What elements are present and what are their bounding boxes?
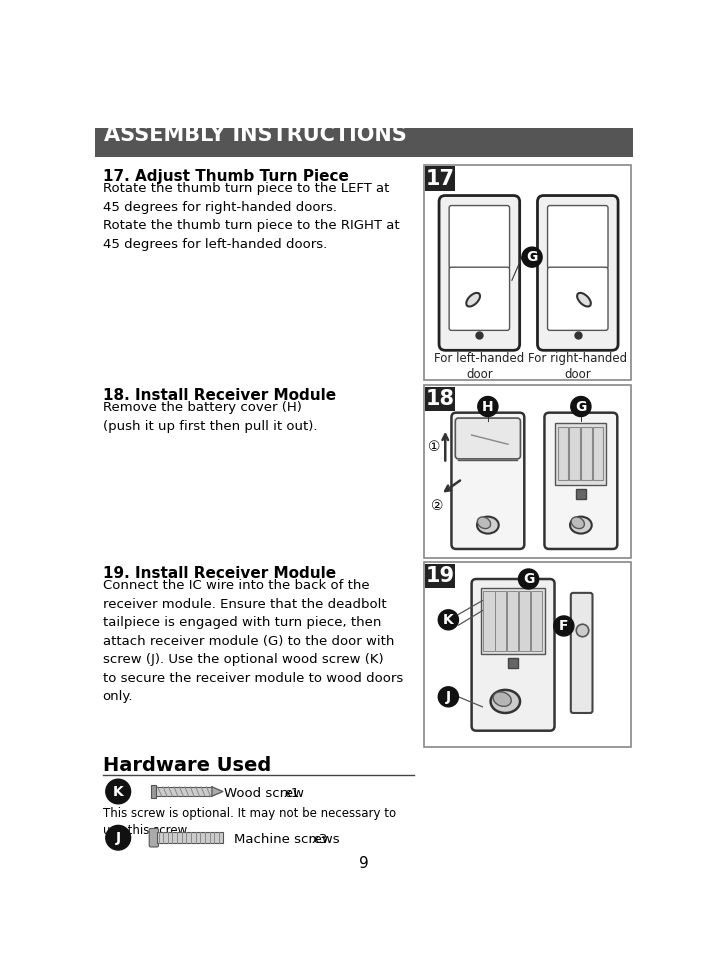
Text: Machine screws: Machine screws [234, 833, 339, 846]
Ellipse shape [570, 517, 591, 533]
Text: Wood screw: Wood screw [224, 787, 304, 800]
Text: G: G [575, 400, 586, 413]
Bar [156, 787, 212, 797]
Bar [507, 591, 518, 650]
Bar [531, 591, 542, 650]
FancyBboxPatch shape [449, 267, 510, 331]
Bar [157, 833, 223, 843]
Text: H: H [482, 400, 493, 413]
Text: 18: 18 [425, 389, 454, 409]
Bar [424, 562, 631, 747]
Ellipse shape [466, 292, 480, 306]
Text: J: J [446, 689, 451, 704]
FancyBboxPatch shape [439, 196, 520, 350]
Bar [424, 165, 631, 380]
Text: Connect the IC wire into the back of the
receiver module. Ensure that the deadbo: Connect the IC wire into the back of the… [103, 579, 403, 703]
Bar [593, 426, 604, 481]
Bar [495, 591, 506, 650]
Circle shape [478, 397, 498, 416]
Text: 19: 19 [425, 566, 454, 586]
Text: This screw is optional. It may not be necessary to
use this screw.: This screw is optional. It may not be ne… [103, 807, 396, 838]
FancyBboxPatch shape [571, 593, 593, 713]
Bar [425, 386, 454, 411]
Text: G: G [523, 572, 534, 586]
Text: K: K [113, 785, 124, 799]
Circle shape [522, 247, 542, 267]
Text: For left-handed
door: For left-handed door [435, 352, 525, 381]
Bar [557, 426, 569, 481]
FancyBboxPatch shape [471, 579, 555, 730]
Text: F: F [559, 619, 569, 633]
Text: ASSEMBLY INSTRUCTIONS: ASSEMBLY INSTRUCTIONS [104, 126, 407, 145]
Text: Rotate the thumb turn piece to the LEFT at
45 degrees for right-handed doors.
Ro: Rotate the thumb turn piece to the LEFT … [103, 182, 399, 251]
Text: G: G [526, 251, 537, 264]
Ellipse shape [493, 692, 511, 706]
FancyBboxPatch shape [545, 412, 617, 549]
Text: ①: ① [428, 440, 441, 453]
Ellipse shape [477, 517, 491, 528]
Bar [425, 167, 454, 191]
FancyBboxPatch shape [547, 206, 608, 269]
Ellipse shape [571, 517, 584, 528]
Text: 18. Install Receiver Module: 18. Install Receiver Module [103, 388, 336, 403]
Bar [151, 785, 156, 798]
Text: Hardware Used: Hardware Used [103, 756, 271, 775]
Polygon shape [212, 787, 223, 797]
Bar [425, 564, 454, 588]
Ellipse shape [577, 292, 591, 306]
Text: 17: 17 [425, 169, 454, 188]
Circle shape [438, 609, 459, 630]
Text: For right-handed
door: For right-handed door [528, 352, 628, 381]
Bar [424, 385, 631, 559]
FancyBboxPatch shape [449, 206, 510, 269]
Text: Remove the battery cover (H)
(push it up first then pull it out).: Remove the battery cover (H) (push it up… [103, 401, 317, 433]
Bar [569, 426, 580, 481]
Text: 17. Adjust Thumb Turn Piece: 17. Adjust Thumb Turn Piece [103, 170, 349, 184]
FancyBboxPatch shape [149, 829, 158, 847]
Bar [555, 423, 606, 485]
Circle shape [571, 397, 591, 416]
Bar [95, 128, 633, 157]
Text: 19. Install Receiver Module: 19. Install Receiver Module [103, 566, 336, 581]
Text: ②: ② [431, 499, 444, 513]
FancyBboxPatch shape [547, 267, 608, 331]
Text: K: K [443, 613, 454, 627]
Bar [481, 588, 545, 653]
FancyBboxPatch shape [452, 412, 524, 549]
Ellipse shape [491, 690, 520, 713]
Circle shape [518, 569, 539, 589]
Bar [484, 591, 495, 650]
Circle shape [438, 686, 459, 707]
FancyBboxPatch shape [537, 196, 618, 350]
Bar [581, 426, 591, 481]
Bar [519, 591, 530, 650]
Circle shape [554, 616, 574, 636]
Text: x3: x3 [311, 833, 327, 846]
Text: J: J [116, 831, 121, 844]
Text: x1: x1 [284, 787, 300, 800]
Ellipse shape [477, 517, 498, 533]
Text: 9: 9 [359, 856, 368, 872]
Circle shape [106, 826, 131, 850]
FancyBboxPatch shape [455, 418, 520, 459]
Circle shape [106, 779, 131, 803]
